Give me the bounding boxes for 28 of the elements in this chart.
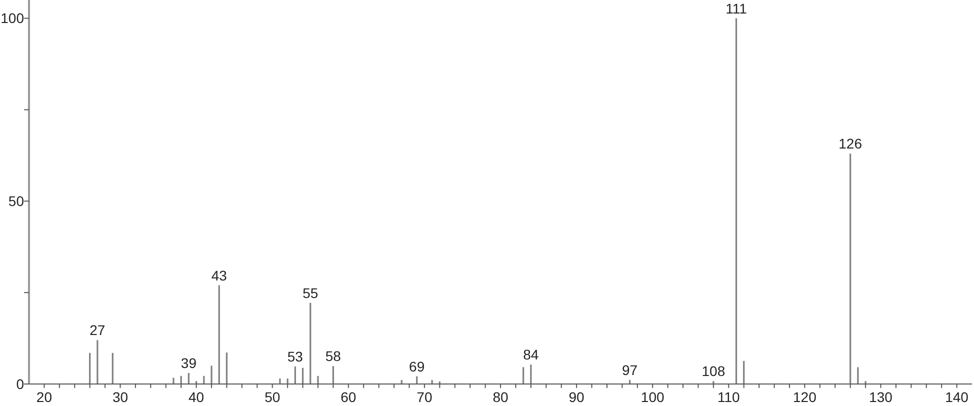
- annotation: 84: [523, 346, 539, 363]
- x-tick-label: 60: [340, 389, 356, 405]
- x-tick-label: 90: [568, 389, 585, 405]
- x-tick-label: 30: [112, 389, 128, 405]
- annotation: 108: [702, 363, 726, 380]
- annotation: 39: [180, 355, 197, 372]
- y-tick-label: 0: [16, 376, 24, 392]
- x-tick-label: 40: [188, 389, 204, 405]
- y-tick-label: 100: [0, 10, 24, 26]
- annotation: 43: [211, 267, 228, 284]
- x-tick-label: 80: [492, 389, 508, 405]
- x-tick-label: 140: [945, 389, 969, 405]
- annotation: 27: [90, 322, 106, 338]
- x-tick-label: 130: [869, 389, 893, 405]
- annotation: 69: [409, 358, 425, 374]
- y-tick-label: 50: [8, 193, 24, 210]
- x-tick-label: 110: [717, 389, 740, 405]
- annotation: 55: [302, 284, 318, 301]
- annotation: 97: [622, 362, 638, 378]
- x-tick-label: 100: [640, 389, 664, 405]
- x-tick-label: 70: [416, 389, 432, 405]
- annotation: 111: [726, 0, 748, 16]
- annotation: 58: [325, 348, 342, 364]
- annotation: 53: [287, 348, 304, 364]
- annotation: 126: [838, 136, 862, 152]
- x-tick-label: 50: [264, 389, 280, 405]
- x-tick-label: 20: [36, 389, 52, 405]
- x-tick-label: 120: [793, 389, 817, 405]
